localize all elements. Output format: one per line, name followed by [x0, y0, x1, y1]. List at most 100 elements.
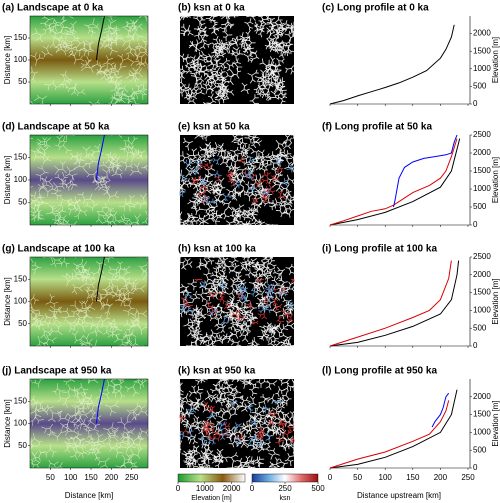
y-tick-label: 1000	[473, 306, 491, 315]
panel-title: (c) Long profile at 0 ka	[322, 3, 429, 14]
y-axis-label: Distance [km]	[3, 36, 12, 84]
main-river	[95, 256, 105, 302]
colorbar-tick-label: 1000	[196, 484, 214, 493]
x-tick-label: 250	[461, 473, 475, 482]
ksn-network	[179, 15, 295, 105]
y-tick-label: 1500	[473, 288, 491, 297]
x-tick-label: 50	[353, 473, 362, 482]
drainage-texture	[29, 134, 149, 226]
panel-title: (e) ksn at 50 ka	[178, 122, 250, 133]
ksn-low	[179, 400, 282, 447]
y-tick-label: 500	[473, 445, 487, 454]
ksn-map	[180, 16, 294, 104]
panel-title: (j) Landscape at 950 ka	[2, 366, 112, 377]
x-tick-label: 200	[105, 473, 119, 482]
y-tick-label: 2500	[473, 252, 491, 261]
y-axis-label: Elevation [m]	[491, 278, 500, 324]
y-axis-label: Elevation [m]	[491, 37, 500, 83]
y-tick-label: 50	[18, 77, 27, 86]
profile-line	[329, 138, 458, 226]
ksn-high	[179, 401, 295, 446]
y-tick-label: 2500	[473, 130, 491, 139]
colorbar	[177, 473, 246, 483]
x-tick-label: 50	[46, 473, 55, 482]
y-tick-label: 500	[473, 202, 487, 211]
x-tick-label: 150	[84, 473, 98, 482]
ksn-low	[179, 280, 295, 325]
y-tick-label: 2000	[473, 270, 491, 279]
profile-line	[329, 138, 461, 226]
y-tick-label: 150	[14, 33, 28, 42]
y-tick-label: 1000	[473, 184, 491, 193]
panel-title: (l) Long profile at 950 ka	[322, 366, 437, 377]
ksn-network	[179, 256, 295, 347]
panel-title: (i) Long profile at 100 ka	[322, 244, 437, 255]
y-tick-label: 0	[473, 99, 478, 108]
x-tick-label: 100	[379, 473, 393, 482]
drainage-texture	[29, 378, 149, 469]
y-axis-label: Distance [km]	[3, 399, 12, 447]
y-tick-label: 50	[18, 198, 27, 207]
y-tick-label: 0	[473, 341, 478, 350]
colorbar-tick-label: 250	[278, 484, 292, 493]
y-tick-label: 2000	[473, 29, 491, 38]
profile-line	[329, 260, 460, 347]
y-tick-label: 1000	[473, 428, 491, 437]
main-river	[95, 134, 105, 181]
y-tick-label: 50	[18, 319, 27, 328]
y-tick-label: 0	[473, 220, 478, 229]
y-tick-label: 2000	[473, 392, 491, 401]
y-tick-label: 150	[14, 274, 28, 283]
x-axis-label: Distance [km]	[65, 491, 113, 500]
x-tick-label: 250	[125, 473, 139, 482]
y-tick-label: 100	[14, 297, 28, 306]
colorbar	[251, 473, 319, 483]
panel-title: (b) ksn at 0 ka	[178, 3, 245, 14]
main-river	[95, 15, 105, 61]
x-axis-label: Distance upstream [km]	[357, 491, 441, 500]
colorbar-tick-label: 0	[176, 484, 181, 493]
panel-title: (k) ksn at 950 ka	[178, 366, 256, 377]
y-axis-label: Elevation [m]	[491, 157, 500, 203]
y-tick-label: 100	[14, 419, 28, 428]
y-tick-label: 1000	[473, 64, 491, 73]
y-tick-label: 150	[14, 153, 28, 162]
y-tick-label: 500	[473, 323, 487, 332]
drainage-texture	[29, 256, 149, 347]
colorbar-tick-label: 500	[311, 484, 325, 493]
x-tick-label: 150	[406, 473, 420, 482]
profile-line	[431, 392, 450, 428]
y-tick-label: 1500	[473, 46, 491, 55]
y-tick-label: 0	[473, 463, 478, 472]
x-tick-label: 200	[434, 473, 448, 482]
x-tick-label: 0	[328, 473, 333, 482]
colorbar-tick-label: 2000	[223, 484, 241, 493]
ksn-low	[179, 157, 295, 203]
colorbar-label: ksn	[280, 495, 291, 502]
panel-title: (f) Long profile at 50 ka	[322, 122, 432, 133]
y-tick-label: 100	[14, 175, 28, 184]
y-tick-label: 100	[14, 55, 28, 64]
panel-title: (a) Landscape at 0 ka	[2, 3, 104, 14]
colorbar-label: Elevation [m]	[191, 495, 232, 502]
profile-line	[329, 389, 458, 469]
y-tick-label: 2000	[473, 148, 491, 157]
colorbar-tick-label: 0	[250, 484, 255, 493]
profile-line	[329, 260, 452, 347]
y-tick-label: 1500	[473, 166, 491, 175]
main-river	[95, 378, 105, 424]
y-tick-label: 50	[18, 441, 27, 450]
y-axis-label: Distance [km]	[3, 156, 12, 204]
y-axis-label: Distance [km]	[3, 277, 12, 325]
y-tick-label: 500	[473, 82, 487, 91]
panel-title: (h) ksn at 100 ka	[178, 244, 256, 255]
ksn-network	[179, 378, 295, 469]
ksn-high	[180, 278, 295, 325]
profile-line	[329, 24, 455, 105]
panel-title: (d) Landscape at 50 ka	[2, 122, 110, 133]
y-tick-label: 150	[14, 396, 28, 405]
profile-line	[329, 400, 450, 469]
y-axis-label: Elevation [m]	[491, 400, 500, 446]
